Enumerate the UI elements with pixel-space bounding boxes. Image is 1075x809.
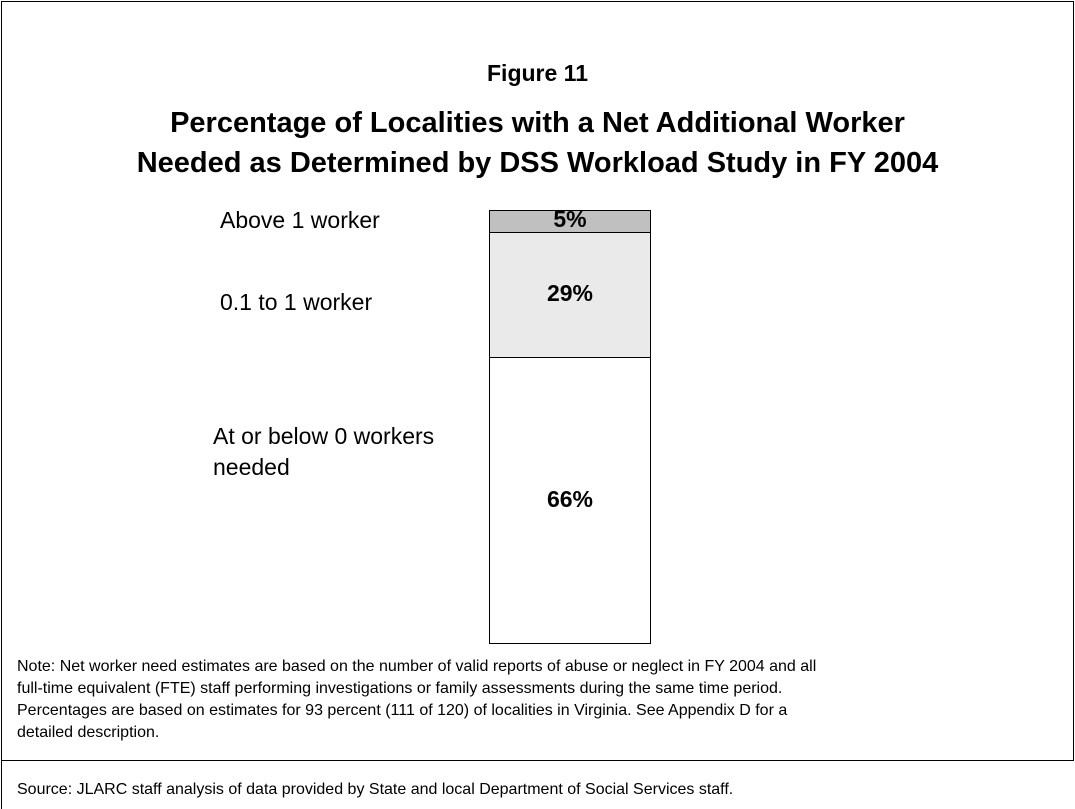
value-label: 29% <box>546 280 594 307</box>
frame <box>1 1 1074 761</box>
title-line: Needed as Determined by DSS Workload Stu… <box>136 147 939 179</box>
legend-label: 0.1 to 1 worker <box>220 289 373 315</box>
note-line: Percentages are based on estimates for 9… <box>17 702 788 719</box>
bar-segment <box>489 357 651 644</box>
source: Source: JLARC staff analysis of data pro… <box>17 781 734 798</box>
value-label: 66% <box>546 486 594 513</box>
bar-segment <box>489 231 651 359</box>
figure-label: Figure 11 <box>487 60 588 86</box>
legend-label: Above 1 worker <box>220 207 380 233</box>
note-line: full-time equivalent (FTE) staff perform… <box>17 680 783 697</box>
frame-edge <box>1 760 2 809</box>
note-line: detailed description. <box>17 724 160 741</box>
bar-segment <box>489 210 651 233</box>
chart-title: Percentage of Localities with a Net Addi… <box>0 103 1075 183</box>
note-line: Note: Net worker need estimates are base… <box>17 658 817 675</box>
legend-label: At or below 0 workers needed <box>213 423 435 480</box>
note: Note: Net worker need estimates are base… <box>17 656 816 744</box>
value-label: 5% <box>553 206 587 232</box>
title-line: Percentage of Localities with a Net Addi… <box>170 107 905 139</box>
